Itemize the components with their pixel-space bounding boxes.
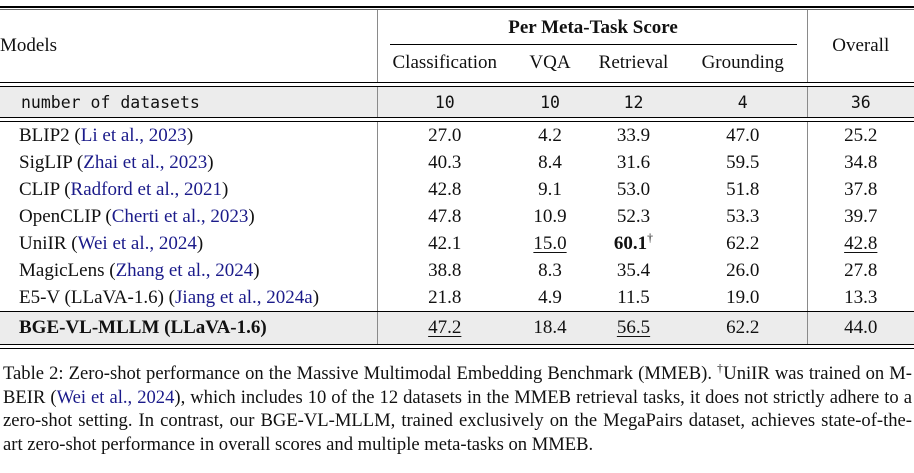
score-cell: 51.8 — [726, 178, 760, 200]
table-row-unir: UniIR (Wei et al., 2024) 42.1 15.0 60.1†… — [0, 230, 914, 257]
datasets-rule — [0, 117, 914, 122]
paper-table-figure: Models Per Meta-Task Score Overall Class… — [0, 6, 914, 456]
col-header-group-cell: Per Meta-Task Score — [377, 10, 807, 46]
datasets-count-row: number of datasets 10 10 12 4 36 — [0, 87, 914, 117]
citation-link[interactable]: Radford et al., 2021 — [70, 178, 222, 200]
score-cell: 40.3 — [428, 151, 462, 173]
col-header-grounding: Grounding — [701, 52, 784, 73]
score-cell: 53.0 — [616, 178, 651, 200]
model-name: UniIR (Wei et al., 2024) — [0, 230, 378, 257]
bottom-rule — [0, 344, 914, 349]
top-rule — [0, 6, 914, 10]
score-cell: 35.4 — [616, 259, 651, 281]
model-name: CLIP (Radford et al., 2021) — [0, 176, 378, 203]
score-cell: 10.9 — [533, 205, 567, 227]
score-cell: 4.9 — [538, 286, 562, 308]
score-cell: 47.8 — [428, 205, 462, 227]
caption-text: UniIR was trained on M-BEIR ( — [3, 363, 912, 408]
table-row-clip: CLIP (Radford et al., 2021) 42.8 9.1 53.… — [0, 176, 914, 203]
score-cell: 60.1† — [613, 231, 654, 254]
col-header-retrieval: Retrieval — [598, 52, 669, 73]
header-row-subcols: Classification VQA Retrieval Grounding — [0, 46, 914, 82]
citation-link[interactable]: Cherti et al., 2023 — [111, 205, 249, 227]
rule-line — [0, 82, 914, 87]
table-caption: Table 2: Zero-shot performance on the Ma… — [3, 362, 912, 456]
results-table: Models Per Meta-Task Score Overall Class… — [0, 6, 914, 349]
dagger-marker: † — [717, 362, 724, 375]
body-rule — [0, 311, 914, 312]
score-cell: 52.3 — [616, 205, 651, 227]
citation-link[interactable]: Jiang et al., 2024a — [175, 286, 313, 308]
score-cell: 27.8 — [806, 257, 914, 284]
score-cell: 44.0 — [806, 312, 914, 344]
score-cell: 47.2 — [377, 312, 512, 344]
score-cell: 8.4 — [538, 151, 562, 173]
model-name: OpenCLIP (Cherti et al., 2023) — [0, 203, 378, 230]
col-header-overall: Overall — [806, 10, 914, 82]
score-cell: 38.8 — [428, 259, 462, 281]
col-header-per-meta-task: Per Meta-Task Score — [389, 11, 797, 45]
datasets-count-label: number of datasets — [0, 87, 378, 117]
score-cell: 34.8 — [806, 149, 914, 176]
score-cell: 25.2 — [806, 122, 914, 149]
score-cell: 13.3 — [806, 284, 914, 311]
score-cell: 26.0 — [726, 259, 760, 281]
col-header-classification: Classification — [392, 52, 497, 73]
model-name: BGE-VL-MLLM (LLaVA-1.6) — [0, 312, 378, 344]
score-cell: 21.8 — [428, 286, 462, 308]
score-cell: 56.5 — [588, 312, 679, 344]
datasets-count-cell: 12 — [588, 87, 679, 117]
rule-line — [0, 311, 914, 312]
score-cell: 37.8 — [806, 176, 914, 203]
caption-text: ), which includes 10 of the 12 datasets … — [3, 386, 912, 455]
table-row-bge-vl-mllm: BGE-VL-MLLM (LLaVA-1.6) 47.2 18.4 56.5 6… — [0, 312, 914, 344]
score-cell: 31.6 — [616, 151, 651, 173]
datasets-count-cell: 36 — [806, 87, 914, 117]
score-cell: 15.0 — [533, 232, 567, 254]
citation-link[interactable]: Zhang et al., 2024 — [115, 259, 254, 281]
score-cell: 59.5 — [726, 151, 760, 173]
score-cell: 4.2 — [538, 124, 562, 146]
score-cell: 11.5 — [617, 286, 650, 308]
score-cell: 47.0 — [726, 124, 760, 146]
score-cell: 62.2 — [679, 312, 807, 344]
datasets-count-cell: 10 — [512, 87, 588, 117]
table-row-e5v: E5-V (LLaVA-1.6) (Jiang et al., 2024a) 2… — [0, 284, 914, 311]
header-row-group: Models Per Meta-Task Score Overall — [0, 10, 914, 82]
table-row-blip2: BLIP2 (Li et al., 2023) 27.0 4.2 33.9 47… — [0, 122, 914, 149]
score-cell: 27.0 — [428, 124, 462, 146]
score-cell: 8.3 — [538, 259, 562, 281]
rule-line — [0, 344, 914, 349]
score-cell: 39.7 — [806, 203, 914, 230]
score-cell: 19.0 — [726, 286, 760, 308]
table-row-magiclens: MagicLens (Zhang et al., 2024) 38.8 8.3 … — [0, 257, 914, 284]
score-cell: 42.8 — [806, 230, 914, 257]
col-header-models: Models — [0, 10, 378, 82]
score-cell: 33.9 — [616, 124, 651, 146]
dagger-marker: † — [647, 231, 654, 245]
model-name: SigLIP (Zhai et al., 2023) — [0, 149, 378, 176]
col-header-vqa: VQA — [529, 52, 571, 73]
citation-link[interactable]: Wei et al., 2024 — [77, 232, 197, 254]
datasets-count-cell: 10 — [377, 87, 512, 117]
citation-link[interactable]: Zhai et al., 2023 — [83, 151, 208, 173]
model-name: MagicLens (Zhang et al., 2024) — [0, 257, 378, 284]
score-cell: 9.1 — [538, 178, 562, 200]
rule-line — [0, 117, 914, 122]
datasets-count-cell: 4 — [679, 87, 807, 117]
score-cell: 53.3 — [726, 205, 760, 227]
header-rule — [0, 82, 914, 87]
score-cell: 42.8 — [428, 178, 462, 200]
citation-link[interactable]: Li et al., 2023 — [80, 124, 187, 146]
score-cell: 18.4 — [512, 312, 588, 344]
score-cell: 62.2 — [726, 232, 760, 254]
caption-text: Table 2: Zero-shot performance on the Ma… — [3, 363, 718, 384]
citation-link[interactable]: Wei et al., 2024 — [56, 386, 175, 408]
score-cell: 42.1 — [428, 232, 462, 254]
rule-line — [0, 6, 914, 10]
model-name: E5-V (LLaVA-1.6) (Jiang et al., 2024a) — [0, 284, 378, 311]
table-row-siglip: SigLIP (Zhai et al., 2023) 40.3 8.4 31.6… — [0, 149, 914, 176]
model-name: BLIP2 (Li et al., 2023) — [0, 122, 378, 149]
table-row-openclip: OpenCLIP (Cherti et al., 2023) 47.8 10.9… — [0, 203, 914, 230]
